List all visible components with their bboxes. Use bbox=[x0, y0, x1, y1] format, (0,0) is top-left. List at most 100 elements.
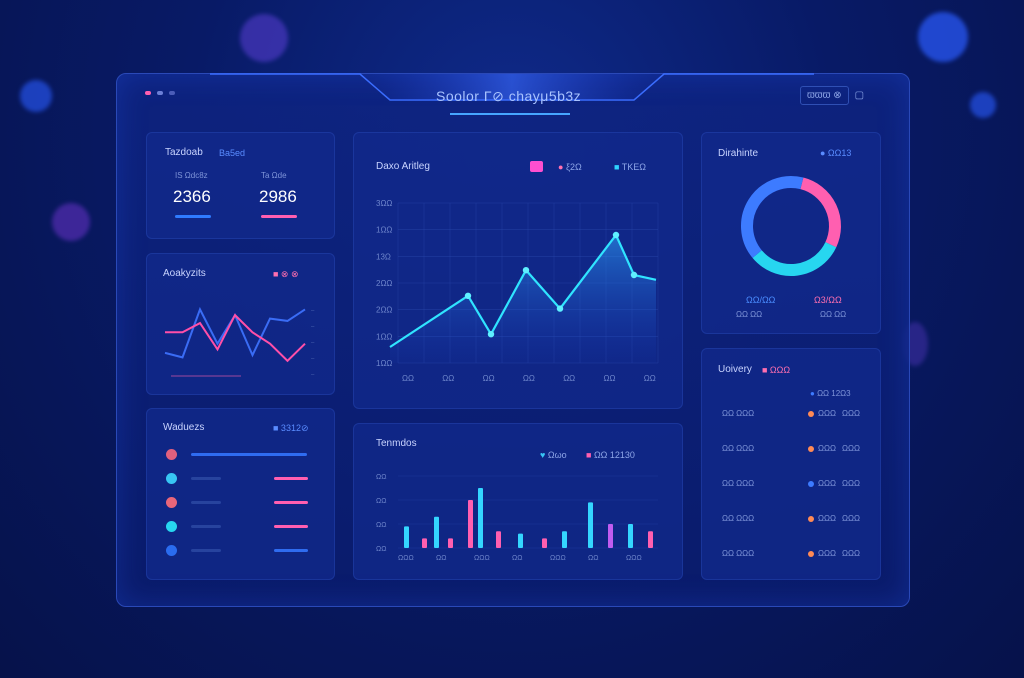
bar bbox=[404, 526, 409, 548]
stats-card: Tazdoab Ba5ed IS Ωdc8z 2366 Ta Ωde 2986 bbox=[146, 132, 335, 239]
y-tick-label: 1ΩΩ bbox=[376, 359, 392, 368]
bar bbox=[448, 538, 453, 548]
donut-slice bbox=[800, 177, 841, 248]
donut-label: Ω3/ΩΩ bbox=[814, 295, 842, 305]
y-tick-mark: – bbox=[311, 372, 315, 378]
list-item-bar bbox=[191, 477, 221, 480]
table-row-status-icon bbox=[808, 411, 814, 417]
data-point bbox=[522, 267, 530, 274]
legend-marker-icon: ■ bbox=[614, 162, 620, 172]
table-card-subtitle: ■ ΩΩΩ bbox=[762, 365, 791, 375]
y-tick-label: 1ΩΩ bbox=[376, 332, 392, 341]
donut-card: Dirahinte ● ΩΩ13 ΩΩ/ΩΩ Ω3/ΩΩ ΩΩ ΩΩ ΩΩ ΩΩ bbox=[701, 132, 881, 334]
data-point bbox=[464, 292, 472, 299]
window-dot-icon[interactable] bbox=[157, 91, 163, 95]
donut-footer: ΩΩ ΩΩ bbox=[736, 310, 763, 319]
table-row-value: ΩΩΩ bbox=[842, 444, 860, 453]
stat-label: IS Ωdc8z bbox=[175, 171, 208, 180]
table-row-label: ΩΩ ΩΩΩ bbox=[722, 479, 755, 488]
bar bbox=[628, 524, 633, 548]
list-card-title: Waduezs bbox=[163, 422, 205, 433]
y-tick-label: ΩΩ bbox=[376, 474, 386, 481]
table-row-value: ΩΩΩ bbox=[818, 409, 836, 418]
list-item-dot-icon bbox=[166, 497, 177, 508]
table-row-value: ΩΩΩ bbox=[818, 514, 836, 523]
x-tick-label: ΩΩ bbox=[523, 374, 535, 383]
stat-value: 2986 bbox=[259, 187, 297, 206]
donut-chart bbox=[741, 176, 841, 276]
bar bbox=[496, 531, 501, 548]
stat-label: Ta Ωde bbox=[261, 171, 287, 180]
x-tick-label: ΩΩΩ bbox=[474, 555, 490, 562]
stat-underline bbox=[261, 215, 297, 218]
table-row-value: ΩΩΩ bbox=[842, 549, 860, 558]
table-card: Uoivery ■ ΩΩΩ ● ΩΩ 12Ω3 ΩΩ ΩΩΩ ΩΩΩ ΩΩΩ ΩΩ Ω… bbox=[701, 348, 881, 580]
main-area-chart: 3ΩΩ 1ΩΩ 13Ω 2ΩΩ 2ΩΩ 1ΩΩ 1ΩΩ ΩΩ ΩΩ ΩΩ ΩΩ ΩΩ ΩΩ ΩΩ bbox=[376, 199, 659, 383]
y-tick-label: ΩΩ bbox=[376, 498, 386, 505]
y-tick-label: ΩΩ bbox=[376, 546, 386, 553]
donut-slice bbox=[752, 241, 837, 276]
x-tick-label: ΩΩ bbox=[512, 555, 522, 562]
data-point bbox=[556, 305, 564, 312]
stat-value: 2366 bbox=[173, 187, 211, 206]
x-tick-label: ΩΩ bbox=[402, 374, 414, 383]
x-tick-label: ΩΩ bbox=[483, 374, 495, 383]
table-row-value: ΩΩΩ bbox=[842, 514, 860, 523]
analytics-card-title: Aoakyzits bbox=[163, 268, 206, 279]
window-controls bbox=[145, 91, 175, 95]
window-dot-icon[interactable] bbox=[169, 91, 175, 95]
x-tick-label: ΩΩΩ bbox=[398, 555, 414, 562]
header-controls: ϖϖϖ ⊗ ▢ bbox=[800, 86, 864, 105]
table-row-status-icon bbox=[808, 446, 814, 452]
y-tick-label: ΩΩ bbox=[376, 522, 386, 529]
x-tick-label: ΩΩ bbox=[588, 555, 598, 562]
legend-label: ξ2Ω bbox=[565, 162, 582, 172]
list-item-bar bbox=[191, 501, 221, 504]
list-item-bar bbox=[274, 549, 308, 552]
table-card-title: Uoivery bbox=[718, 364, 752, 375]
y-tick-label: 3ΩΩ bbox=[376, 199, 392, 208]
bar bbox=[608, 524, 613, 548]
bg-orb bbox=[52, 203, 90, 241]
table-row-value: ΩΩΩ bbox=[818, 479, 836, 488]
list-item-dot-icon bbox=[166, 449, 177, 460]
bar bbox=[542, 538, 547, 548]
bar-chart-title: Tenmdos bbox=[376, 438, 417, 449]
x-tick-label: ΩΩ bbox=[563, 374, 575, 383]
stats-card-subtitle: Ba5ed bbox=[219, 148, 246, 158]
y-tick-label: 2ΩΩ bbox=[376, 279, 392, 288]
window-dot-icon[interactable] bbox=[145, 91, 151, 95]
bar bbox=[478, 488, 483, 548]
donut-card-subtitle: ● ΩΩ13 bbox=[820, 148, 852, 158]
list-item-bar bbox=[191, 549, 221, 552]
header-control-button[interactable]: ϖϖϖ ⊗ bbox=[800, 86, 849, 105]
x-tick-label: ΩΩ bbox=[644, 374, 656, 383]
data-point bbox=[612, 231, 620, 239]
list-item-bar bbox=[191, 453, 307, 456]
bar bbox=[468, 500, 473, 548]
donut-slice bbox=[741, 176, 804, 258]
legend-item: ● ξ2Ω bbox=[558, 162, 582, 172]
bar bbox=[518, 533, 523, 548]
main-chart-title: Daxo Aritleg bbox=[376, 161, 430, 172]
table-row-status-icon bbox=[808, 551, 814, 557]
y-tick-mark: – bbox=[311, 356, 315, 362]
legend-marker-icon: ● bbox=[558, 162, 564, 172]
list-item-bar bbox=[274, 501, 308, 504]
table-row-status-icon bbox=[808, 481, 814, 487]
y-tick-mark: – bbox=[311, 324, 315, 330]
app-title: Soolor Γ⊘ chayμ5b3z bbox=[436, 88, 582, 104]
bar bbox=[422, 538, 427, 548]
series-line bbox=[165, 313, 306, 363]
table-row-value: ΩΩΩ bbox=[842, 479, 860, 488]
donut-footer: ΩΩ ΩΩ bbox=[820, 310, 847, 319]
y-tick-label: 13Ω bbox=[376, 252, 391, 261]
bar-legend-label: Ωωo bbox=[547, 450, 567, 460]
table-row-label: ΩΩ ΩΩΩ bbox=[722, 444, 755, 453]
x-tick-label: ΩΩ bbox=[442, 374, 454, 383]
bg-orb bbox=[20, 80, 52, 112]
x-tick-label: ΩΩΩ bbox=[626, 555, 642, 562]
header-square-button[interactable]: ▢ bbox=[854, 90, 865, 101]
list-item-bar bbox=[274, 477, 308, 480]
